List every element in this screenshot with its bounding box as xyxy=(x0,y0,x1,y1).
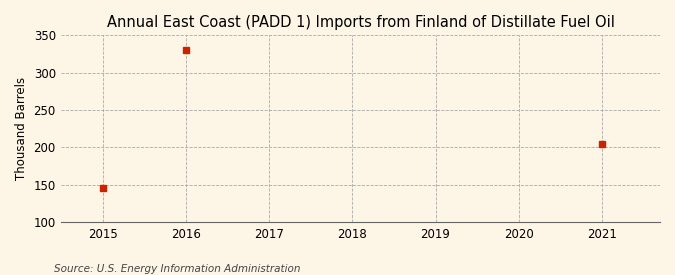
Title: Annual East Coast (PADD 1) Imports from Finland of Distillate Fuel Oil: Annual East Coast (PADD 1) Imports from … xyxy=(107,15,615,30)
Text: Source: U.S. Energy Information Administration: Source: U.S. Energy Information Administ… xyxy=(54,264,300,274)
Y-axis label: Thousand Barrels: Thousand Barrels xyxy=(15,77,28,180)
